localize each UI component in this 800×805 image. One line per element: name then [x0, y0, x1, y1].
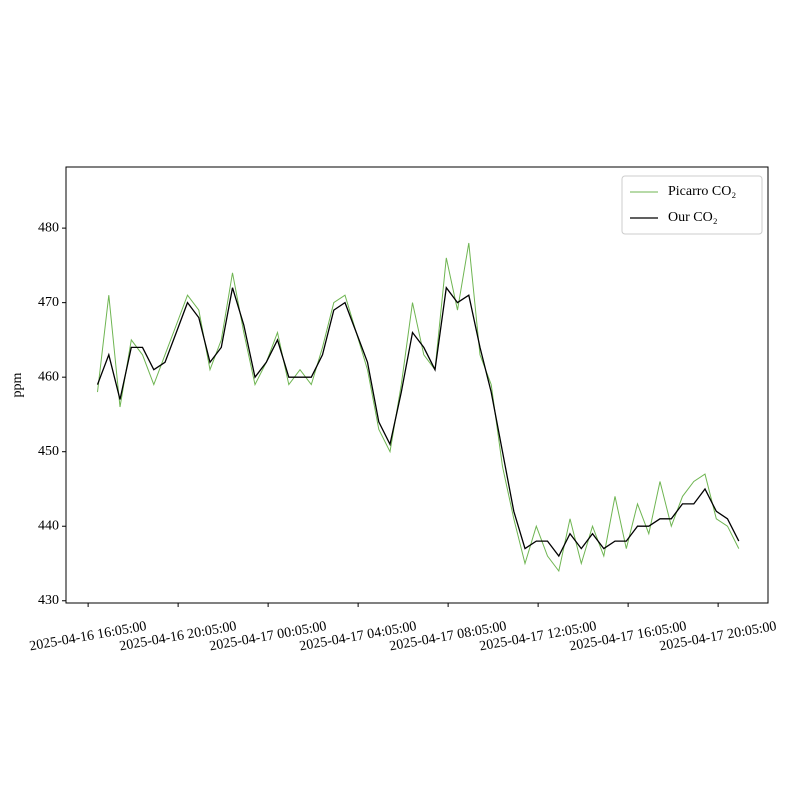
series-line — [97, 242, 740, 573]
y-tick-label: 440 — [38, 518, 59, 533]
legend-label: Picarro CO₂ — [668, 184, 736, 199]
series-line — [96, 286, 740, 558]
legend-box — [621, 175, 763, 235]
y-tick-label: 480 — [38, 220, 59, 235]
y-tick-label: 430 — [38, 593, 59, 608]
y-tick-label: 470 — [38, 295, 59, 310]
plot-frame — [65, 166, 769, 604]
legend-label: Our CO₂ — [668, 210, 718, 225]
y-tick-label: 450 — [38, 444, 59, 459]
y-axis-label: ppm — [10, 372, 25, 397]
y-tick-label: 460 — [38, 369, 59, 384]
